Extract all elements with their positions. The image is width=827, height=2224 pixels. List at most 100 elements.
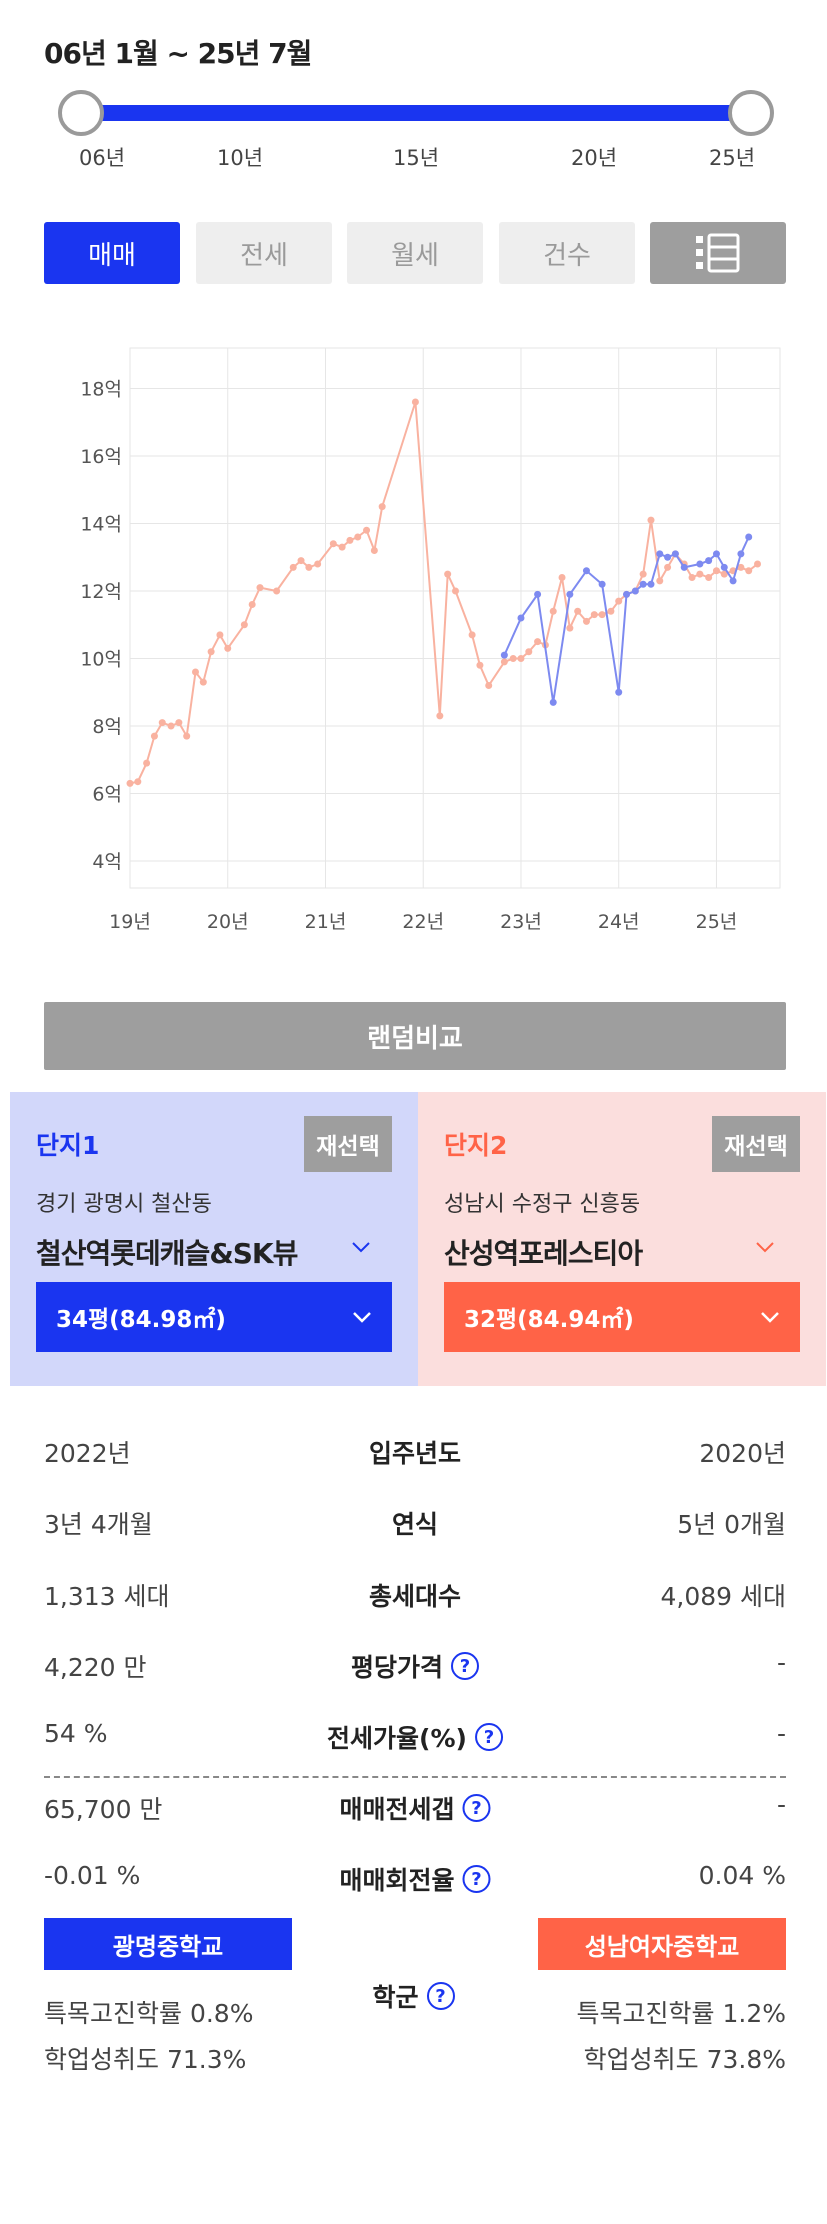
data-point xyxy=(240,621,248,629)
chevron-down-icon[interactable] xyxy=(754,1236,776,1258)
complex1-reselect-button[interactable]: 재선택 xyxy=(304,1116,392,1172)
data-point xyxy=(680,563,688,571)
slider-tick: 06년 xyxy=(78,146,126,170)
chevron-down-icon xyxy=(761,1312,779,1323)
data-point xyxy=(500,651,508,659)
data-point xyxy=(582,617,590,625)
data-point xyxy=(705,557,713,565)
data-point xyxy=(696,560,704,568)
data-point xyxy=(745,567,753,575)
help-icon[interactable]: ? xyxy=(451,1652,480,1680)
complex2-value: - xyxy=(776,1790,786,1819)
data-point xyxy=(705,574,713,581)
complex1-address: 경기 광명시 철산동 xyxy=(36,1192,212,1217)
complex2-achievement-rate: 학업성취도 73.8% xyxy=(583,2045,786,2074)
data-point xyxy=(297,557,305,565)
help-icon[interactable]: ? xyxy=(462,1794,491,1822)
complex1-label: 단지1 xyxy=(36,1131,100,1160)
data-point xyxy=(688,574,696,581)
data-point xyxy=(623,590,631,598)
data-point xyxy=(517,614,525,622)
complex1-value: 4,220 만 xyxy=(44,1653,147,1682)
data-point xyxy=(615,597,623,605)
data-point xyxy=(143,759,151,767)
complex1-achievement-rate: 학업성취도 71.3% xyxy=(44,2045,247,2074)
data-point xyxy=(216,631,224,639)
row-label: 매매전세갭? xyxy=(339,1790,491,1826)
help-icon[interactable]: ? xyxy=(426,1982,455,2010)
series-line xyxy=(503,536,750,703)
complex1-size-select[interactable]: 34평(84.98㎡) xyxy=(36,1282,392,1352)
data-point xyxy=(566,624,574,632)
complex2-size-select[interactable]: 32평(84.94㎡) xyxy=(444,1282,800,1352)
complex2-reselect-button[interactable]: 재선택 xyxy=(712,1116,800,1172)
slider-end-handle[interactable] xyxy=(728,90,774,136)
data-point xyxy=(329,540,337,548)
slider-track[interactable] xyxy=(82,105,752,121)
complex2-value: 2020년 xyxy=(699,1439,786,1468)
y-tick-label: 6억 xyxy=(92,784,122,806)
data-point xyxy=(737,550,745,558)
compare-row-age: 3년 4개월 연식 5년 0개월 xyxy=(44,1505,786,1549)
y-tick-label: 10억 xyxy=(80,649,122,671)
complex2-value: - xyxy=(776,1719,786,1748)
data-point xyxy=(558,574,566,581)
complex1-value: 54 % xyxy=(44,1719,108,1748)
data-point xyxy=(444,570,452,578)
x-tick-label: 19년 xyxy=(109,911,151,933)
period-slider[interactable] xyxy=(58,90,774,136)
complex2-name[interactable]: 산성역포레스티아 xyxy=(444,1237,643,1270)
data-point xyxy=(411,398,419,406)
help-icon[interactable]: ? xyxy=(474,1723,503,1751)
data-point xyxy=(476,661,484,669)
complex1-panel: 단지1 재선택 경기 광명시 철산동 철산역롯데캐슬&SK뷰 34평(84.98… xyxy=(10,1092,418,1386)
compare-row-households: 1,313 세대 총세대수 4,089 세대 xyxy=(44,1577,786,1621)
tab-jeonse[interactable]: 전세 xyxy=(196,222,332,284)
data-point xyxy=(305,563,313,571)
complex2-value: 0.04 % xyxy=(698,1861,786,1890)
data-point xyxy=(126,779,134,787)
complex1-school-button[interactable]: 광명중학교 xyxy=(44,1918,292,1970)
data-point xyxy=(534,590,542,598)
data-point xyxy=(712,550,720,558)
data-point xyxy=(525,648,533,656)
slider-start-handle[interactable] xyxy=(58,90,104,136)
complex2-value: 5년 0개월 xyxy=(677,1510,786,1539)
list-view-button[interactable] xyxy=(650,222,786,284)
data-point xyxy=(615,688,623,696)
complex1-value: 1,313 세대 xyxy=(44,1582,170,1611)
data-point xyxy=(664,553,672,561)
data-point xyxy=(167,722,175,730)
data-point xyxy=(256,584,264,592)
random-compare-button[interactable]: 랜덤비교 xyxy=(44,1002,786,1070)
y-tick-label: 18억 xyxy=(80,379,122,401)
complex1-name[interactable]: 철산역롯데캐슬&SK뷰 xyxy=(36,1237,298,1270)
data-point xyxy=(534,638,542,646)
x-tick-label: 21년 xyxy=(305,911,347,933)
school-district-label: 학군 ? xyxy=(372,1978,455,2014)
tab-count[interactable]: 건수 xyxy=(499,222,635,284)
compare-row-jeonse-ratio: 54 % 전세가율(%)? - xyxy=(44,1719,786,1763)
data-point xyxy=(549,607,557,615)
y-tick-label: 8억 xyxy=(92,716,122,738)
data-point xyxy=(656,577,664,585)
complex1-value: 65,700 만 xyxy=(44,1795,163,1824)
complex1-value: 2022년 xyxy=(44,1439,131,1468)
data-point xyxy=(199,678,207,686)
data-point xyxy=(207,648,215,656)
data-point xyxy=(549,698,557,706)
complex2-school-button[interactable]: 성남여자중학교 xyxy=(538,1918,786,1970)
chevron-down-icon[interactable] xyxy=(350,1236,372,1258)
complex2-value: - xyxy=(776,1648,786,1677)
help-icon[interactable]: ? xyxy=(462,1865,491,1893)
data-point xyxy=(175,719,183,727)
data-point xyxy=(745,533,753,541)
data-point xyxy=(500,658,508,666)
tab-monthly-rent[interactable]: 월세 xyxy=(347,222,483,284)
row-label: 입주년도 xyxy=(368,1439,462,1468)
data-point xyxy=(451,587,459,595)
y-tick-label: 14억 xyxy=(80,514,122,536)
compare-row-sale-jeonse-gap: 65,700 만 매매전세갭? - xyxy=(44,1790,786,1834)
tab-sale[interactable]: 매매 xyxy=(44,222,180,284)
data-point xyxy=(191,668,199,676)
